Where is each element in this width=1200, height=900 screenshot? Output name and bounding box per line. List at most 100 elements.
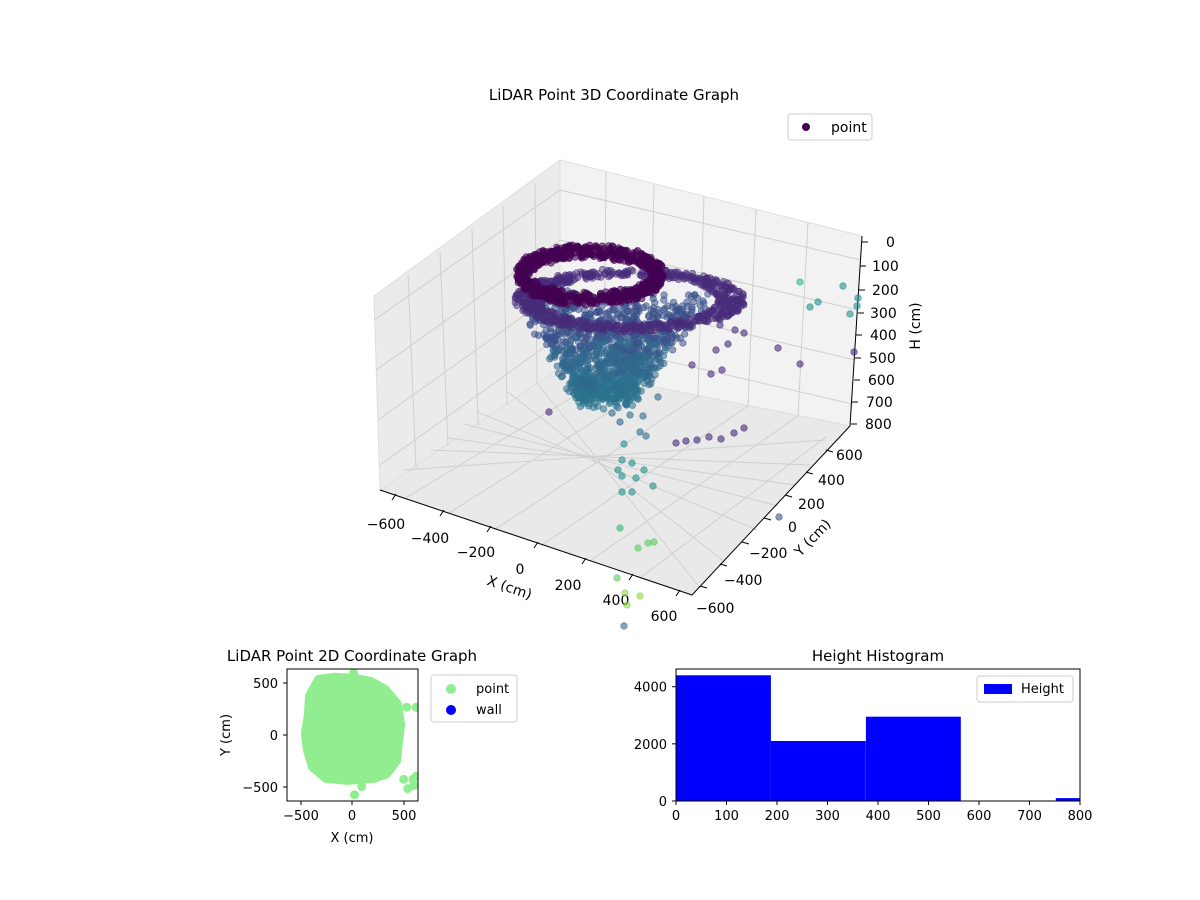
scatter-point <box>524 283 532 292</box>
scatter-point <box>730 429 738 437</box>
scatter-point <box>621 290 629 298</box>
histogram-bar <box>770 741 866 801</box>
x-tick-label: 800 <box>1068 809 1093 824</box>
scatter-point <box>724 340 732 348</box>
scatter-point <box>560 367 568 375</box>
scatter-point <box>622 400 631 408</box>
legend-marker-wall <box>446 705 456 715</box>
scatter-point <box>596 308 604 316</box>
y-tick-label: 200 <box>798 497 825 513</box>
scatter-point <box>644 539 652 547</box>
scatter-point <box>604 388 613 396</box>
scatter-point <box>634 544 642 552</box>
scatter-point <box>619 346 627 355</box>
scatter-point <box>562 350 570 358</box>
y-tick-label: 0 <box>270 729 278 744</box>
scatter-point <box>574 294 583 302</box>
scatter-point <box>734 295 742 303</box>
scatter-point <box>514 275 523 283</box>
scatter-point <box>689 298 698 306</box>
scatter-point <box>639 304 648 312</box>
scatter-point <box>618 488 626 496</box>
scatter-point <box>550 347 558 355</box>
z-tick-label: 200 <box>872 283 899 299</box>
x-ticks-3d <box>391 493 681 597</box>
scatter-point <box>721 290 729 298</box>
legend-marker-point <box>446 684 456 694</box>
scatter-point <box>636 271 644 279</box>
scatter-point <box>552 277 561 285</box>
scatter-point <box>718 366 726 374</box>
scatter-point <box>636 289 645 297</box>
scatter-point <box>640 281 648 289</box>
scatter-point <box>646 364 654 372</box>
scatter-point <box>627 321 636 329</box>
z-tick-label: 700 <box>866 395 893 411</box>
scatter-point <box>731 326 739 334</box>
scatter-point <box>655 349 663 357</box>
scatter-point <box>585 372 593 381</box>
scatter-point <box>643 336 651 344</box>
scatter-point <box>622 314 630 322</box>
scatter-point <box>572 351 581 360</box>
scatter-point <box>616 418 624 426</box>
histogram-x-ticks: 0 100 200 300 400 500 600 700 800 <box>672 801 1093 824</box>
histogram-bars <box>676 675 1080 801</box>
scatter-point <box>651 327 659 335</box>
point-cloud-2d <box>300 672 406 785</box>
scatter-point <box>655 355 664 363</box>
scatter-point <box>584 297 593 305</box>
scatter-point <box>667 273 675 281</box>
scatter-point <box>576 342 584 351</box>
scatter-point <box>681 274 689 282</box>
y-tick-label: 500 <box>253 677 278 692</box>
scatter-point <box>370 773 380 783</box>
scatter-point <box>526 321 534 329</box>
z-axis-label-3d: H (cm) <box>908 302 924 349</box>
scatter-point <box>655 309 663 317</box>
scatter-point <box>661 322 669 330</box>
x-axis-label-2d: X (cm) <box>331 831 374 846</box>
legend-marker-point <box>802 123 810 131</box>
z-ticks-3d <box>851 241 868 425</box>
scatter-point <box>584 361 592 369</box>
scatter-point <box>564 277 572 285</box>
x-tick-label: −200 <box>457 545 495 561</box>
scatter-point <box>622 325 630 333</box>
scatter-point <box>598 242 606 250</box>
legend-2d: point wall <box>430 674 518 723</box>
chart-2d-title: LiDAR Point 2D Coordinate Graph <box>227 647 477 665</box>
scatter-point <box>613 333 622 341</box>
scatter-point <box>628 252 637 260</box>
scatter-point <box>621 589 629 597</box>
scatter-point <box>599 295 607 303</box>
x-tick-label: 400 <box>866 809 891 824</box>
scatter-2d-plot <box>300 669 418 800</box>
y-tick-label: −400 <box>724 573 762 589</box>
scatter-point <box>598 252 607 260</box>
z-tick-label: 400 <box>870 328 897 344</box>
scatter-point <box>612 298 620 306</box>
scatter-point <box>621 372 629 380</box>
scatter-point <box>540 257 548 265</box>
scatter-point <box>636 428 644 436</box>
scatter-point <box>388 748 398 757</box>
y-tick-label: 0 <box>788 520 797 536</box>
scatter-point <box>577 318 586 326</box>
scatter-point <box>695 312 703 320</box>
scatter-point <box>624 307 633 316</box>
scatter-point <box>411 771 418 781</box>
scatter-point <box>592 337 600 345</box>
y-tick-label: −200 <box>749 546 787 562</box>
scatter-point <box>649 280 657 288</box>
legend-label-point: point <box>831 120 867 136</box>
scatter-point <box>580 247 588 255</box>
scatter-point <box>717 297 726 305</box>
z-tick-label: 0 <box>886 235 895 251</box>
y-tick-labels-3d: −600 −400 −200 0 200 400 600 <box>696 448 863 617</box>
scatter-point <box>519 265 528 273</box>
scatter-point <box>839 282 847 290</box>
x-tick-label: −400 <box>411 531 449 547</box>
scatter-point <box>599 394 607 402</box>
scatter-point <box>542 326 550 335</box>
